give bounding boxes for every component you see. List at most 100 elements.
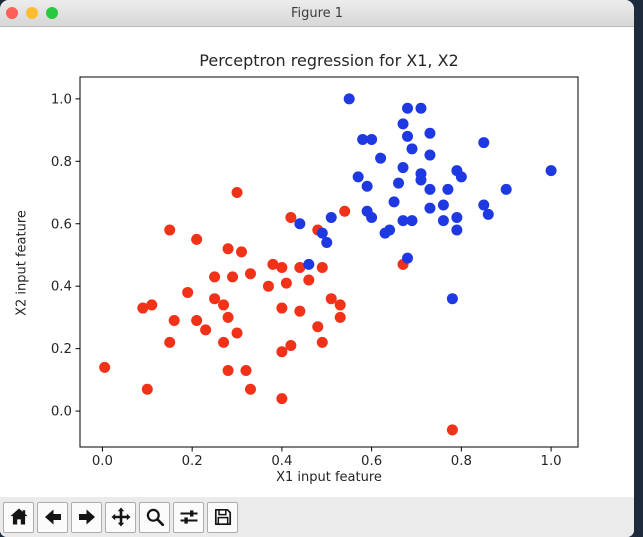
scatter-point-class-red — [446, 424, 458, 436]
scatter-point-class-red — [244, 268, 256, 280]
scatter-point-class-red — [231, 327, 243, 339]
x-tick-label: 0.0 — [92, 454, 113, 469]
minimize-button[interactable] — [26, 7, 38, 19]
y-tick-label: 0.4 — [51, 280, 72, 295]
scatter-point-class-red — [316, 261, 328, 273]
arrow-right-icon — [77, 507, 97, 527]
scatter-point-class-red — [262, 280, 274, 292]
scatter-point-class-red — [334, 311, 346, 323]
chart-title: Perceptron regression for X1, X2 — [199, 51, 459, 70]
scatter-point-class-red — [285, 340, 297, 352]
scatter-point-class-red — [182, 286, 194, 298]
scatter-point-class-red — [276, 393, 288, 405]
scatter-point-class-blue — [361, 180, 373, 192]
scatter-point-class-blue — [442, 183, 454, 195]
scatter-point-class-red — [99, 361, 111, 373]
home-button[interactable] — [3, 501, 34, 533]
scatter-point-class-red — [222, 243, 234, 255]
close-button[interactable] — [6, 7, 18, 19]
scatter-point-class-blue — [424, 149, 436, 161]
x-tick-label: 1.0 — [541, 454, 562, 469]
zoom-rect-button[interactable] — [139, 501, 170, 533]
move-icon — [111, 507, 131, 527]
y-tick-label: 0.0 — [51, 405, 72, 420]
scatter-point-class-blue — [415, 174, 427, 186]
scatter-point-class-red — [231, 187, 243, 199]
scatter-point-class-red — [218, 299, 230, 311]
scatter-point-class-red — [164, 336, 176, 348]
scatter-point-class-blue — [415, 102, 427, 114]
titlebar[interactable]: Figure 1 — [0, 0, 634, 27]
scatter-plot: 0.0 0.2 0.4 0.6 0.8 1.0 0.0 0.2 0.4 0.6 0.8 1.0 — [51, 76, 579, 469]
axes-spines — [79, 76, 579, 448]
magnifier-icon — [145, 507, 165, 527]
scatter-point-class-blue — [455, 171, 467, 183]
y-tick-label: 0.6 — [51, 217, 72, 232]
forward-button[interactable] — [71, 501, 102, 533]
scatter-point-class-blue — [366, 133, 378, 145]
pan-button[interactable] — [105, 501, 136, 533]
scatter-point-class-blue — [437, 215, 449, 227]
zoom-window-button[interactable] — [46, 7, 58, 19]
navigation-toolbar — [0, 497, 634, 537]
x-tick-label: 0.6 — [361, 454, 382, 469]
scatter-point-class-blue — [451, 212, 463, 224]
y-tick-label: 0.8 — [51, 155, 72, 170]
y-tick-label: 1.0 — [51, 92, 72, 107]
scatter-point-class-red — [168, 315, 180, 327]
window-title: Figure 1 — [290, 6, 344, 21]
scatter-point-class-red — [164, 224, 176, 236]
scatter-point-class-red — [141, 383, 153, 395]
scatter-point-class-blue — [397, 118, 409, 130]
scatter-point-class-red — [200, 324, 212, 336]
y-axis-label: X2 input feature — [14, 210, 30, 316]
scatter-point-class-blue — [384, 224, 396, 236]
scatter-point-class-blue — [352, 171, 364, 183]
scatter-point-class-red — [244, 383, 256, 395]
scatter-point-class-blue — [482, 208, 494, 220]
scatter-point-class-red — [303, 274, 315, 286]
scatter-point-class-red — [209, 293, 221, 305]
scatter-point-class-red — [236, 246, 248, 258]
scatter-point-class-red — [339, 205, 351, 217]
scatter-point-class-red — [240, 365, 252, 377]
scatter-point-class-blue — [424, 127, 436, 139]
scatter-point-class-blue — [478, 199, 490, 211]
scatter-point-class-red — [294, 305, 306, 317]
scatter-point-class-blue — [325, 212, 337, 224]
x-axis-label: X1 input feature — [276, 470, 382, 485]
scatter-point-class-red — [218, 336, 230, 348]
scatter-point-class-red — [276, 302, 288, 314]
y-tick-label: 0.2 — [51, 342, 72, 357]
scatter-point-class-blue — [406, 143, 418, 155]
scatter-point-class-red — [276, 261, 288, 273]
scatter-point-class-blue — [424, 202, 436, 214]
scatter-point-class-red — [316, 336, 328, 348]
x-tick-label: 0.4 — [271, 454, 292, 469]
save-button[interactable] — [207, 501, 238, 533]
scatter-point-class-red — [334, 299, 346, 311]
scatter-point-class-blue — [294, 218, 306, 230]
scatter-point-class-red — [312, 321, 324, 333]
scatter-point-class-blue — [545, 165, 557, 177]
scatter-point-class-blue — [343, 93, 355, 105]
x-tick-label: 0.8 — [451, 454, 472, 469]
scatter-point-class-blue — [357, 133, 369, 145]
scatter-point-class-blue — [321, 236, 333, 248]
scatter-point-class-blue — [402, 102, 414, 114]
configure-subplots-button[interactable] — [173, 501, 204, 533]
scatter-point-class-blue — [478, 137, 490, 149]
scatter-point-class-blue — [451, 224, 463, 236]
back-button[interactable] — [37, 501, 68, 533]
floppy-icon — [213, 507, 233, 527]
figure-canvas[interactable]: 0.0 0.2 0.4 0.6 0.8 1.0 0.0 0.2 0.4 0.6 0.8 1.0 Per… — [0, 27, 634, 497]
arrow-left-icon — [43, 507, 63, 527]
scatter-point-class-blue — [406, 215, 418, 227]
scatter-point-class-red — [285, 212, 297, 224]
scatter-point-class-blue — [375, 152, 387, 164]
traffic-lights — [6, 7, 58, 19]
scatter-point-class-blue — [402, 130, 414, 142]
scatter-point-class-blue — [437, 199, 449, 211]
scatter-point-class-red — [267, 258, 279, 270]
